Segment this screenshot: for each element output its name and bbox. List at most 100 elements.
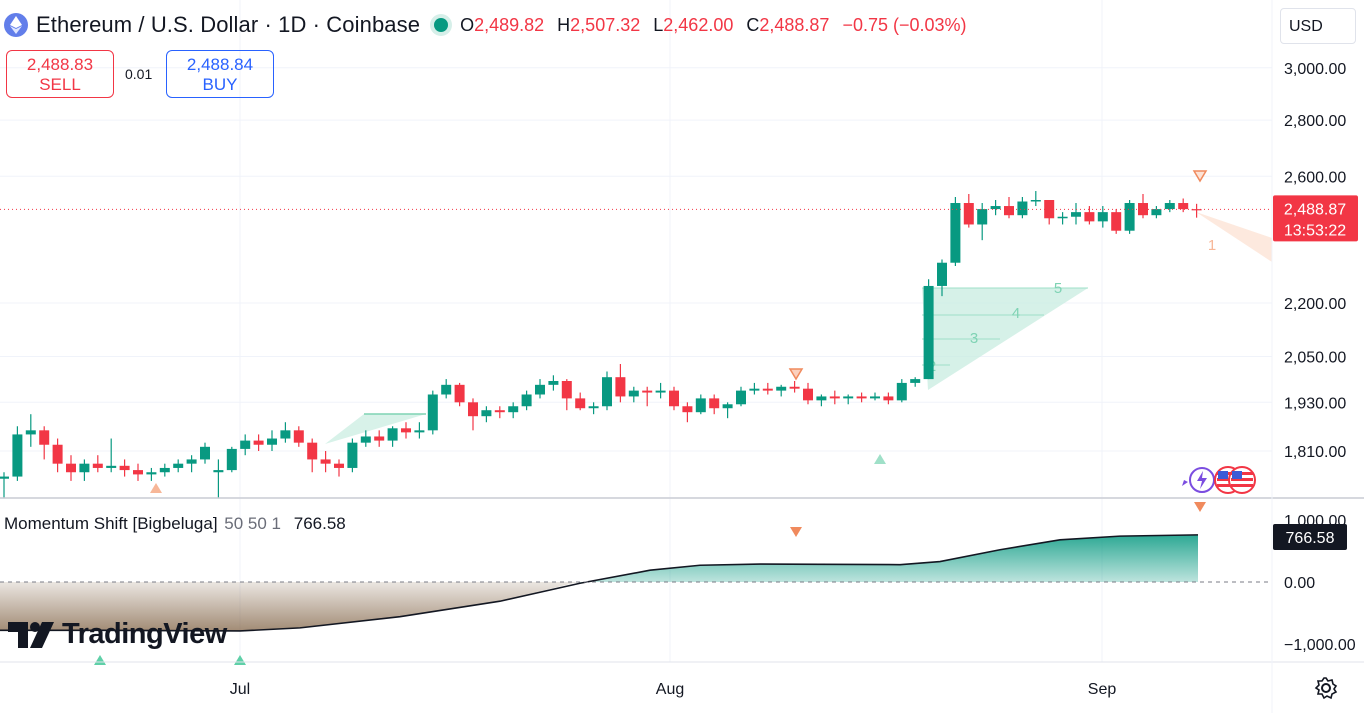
us-flag-icon <box>1228 466 1256 494</box>
bearish-marker-icon <box>1194 502 1206 512</box>
candle-body <box>39 430 50 445</box>
price-tick-label: 2,600.00 <box>1284 169 1346 186</box>
high-key: H <box>557 14 571 35</box>
candle-body <box>1124 203 1135 231</box>
candle <box>695 394 706 415</box>
candle <box>816 394 827 407</box>
candle <box>39 426 50 460</box>
candle <box>655 382 666 399</box>
candle <box>628 386 639 403</box>
grid <box>0 0 1272 662</box>
candle-body <box>803 388 813 401</box>
indicator-value-badge <box>1273 524 1347 550</box>
candle-body <box>1164 203 1175 210</box>
candle <box>52 438 63 473</box>
candle <box>226 446 237 473</box>
spread-value: 0.01 <box>125 66 153 82</box>
candle <box>25 414 36 447</box>
ethereum-icon <box>4 13 28 37</box>
indicator-value-label: 766.58 <box>1286 530 1335 547</box>
settings-gear-icon[interactable] <box>1314 676 1338 700</box>
candle-body <box>937 262 947 286</box>
bullish-marker-icon <box>234 655 246 665</box>
candle-body <box>267 438 277 445</box>
candle <box>200 442 210 464</box>
symbol-title: Ethereum / U.S. Dollar · 1D · Coinbase <box>36 12 421 37</box>
candle-body <box>387 428 398 441</box>
candle <box>1030 191 1041 207</box>
candle-body <box>159 467 170 473</box>
candle-body <box>92 463 103 468</box>
price-tick-label: 1,930.00 <box>1284 395 1346 412</box>
candle <box>615 363 626 403</box>
candle-body <box>682 406 693 413</box>
candle <box>1178 198 1189 213</box>
candle-body <box>1111 212 1122 231</box>
candle-body <box>1084 212 1095 222</box>
candle <box>963 194 974 228</box>
sell-button[interactable]: 2,488.83 SELL <box>6 50 114 98</box>
change-value: −0.75 (−0.03%) <box>842 14 967 35</box>
candle-body <box>173 463 184 468</box>
candle <box>856 392 867 403</box>
candle <box>66 455 76 481</box>
candle-body <box>1151 209 1162 216</box>
candle <box>561 379 572 411</box>
candle <box>803 382 813 405</box>
candle-body <box>52 444 63 464</box>
candle-body <box>910 379 921 383</box>
price-tick-label: 2,800.00 <box>1284 113 1346 130</box>
candle <box>588 402 599 415</box>
candle-body <box>669 390 679 407</box>
candle-body <box>535 384 545 395</box>
candle-body <box>1097 212 1108 222</box>
bearish-marker-icon <box>1192 170 1208 183</box>
candle <box>441 379 452 399</box>
candle-body <box>186 459 197 464</box>
momentum-line <box>0 534 1199 632</box>
candle <box>240 434 251 456</box>
candle-body <box>307 442 318 460</box>
candle <box>843 394 854 405</box>
pattern-triangle <box>325 414 426 444</box>
candle-body <box>414 430 425 433</box>
candle <box>92 455 103 473</box>
candle <box>106 438 117 473</box>
tradingview-logo-icon <box>8 621 54 648</box>
candle <box>736 386 746 407</box>
buy-price: 2,488.84 <box>186 55 254 74</box>
buy-button[interactable]: 2,488.84 BUY <box>166 50 274 98</box>
candle-body <box>615 377 626 397</box>
candle-body <box>240 440 251 449</box>
indicator-legend[interactable]: Momentum Shift [Bigbeluga] 50 50 1 766.5… <box>4 514 346 534</box>
candle-body <box>521 394 532 407</box>
candle-body <box>508 406 519 413</box>
candle <box>1017 196 1028 219</box>
candle <box>468 398 478 431</box>
candle <box>307 438 318 473</box>
candle <box>293 426 304 447</box>
candle <box>789 380 800 393</box>
open-value: 2,489.82 <box>474 14 545 35</box>
candle-body <box>695 398 706 413</box>
time-tick-label: Aug <box>656 681 684 698</box>
candle <box>146 467 157 481</box>
candle-body <box>1057 216 1068 219</box>
candle <box>977 203 988 241</box>
sell-price: 2,488.83 <box>26 55 94 74</box>
currency-selector[interactable]: USD <box>1280 8 1356 44</box>
candle-body <box>950 203 961 263</box>
ohlc-values: O2,489.82 H2,507.32 L2,462.00 C2,488.87 … <box>460 15 975 36</box>
candle <box>12 426 23 481</box>
bullish-marker-icon <box>150 483 162 493</box>
tradingview-logo[interactable]: TradingView <box>8 618 227 651</box>
candle <box>454 382 465 407</box>
indicator-tick-label: −1,000.00 <box>1284 637 1356 654</box>
candle-body <box>226 448 237 471</box>
symbol-header[interactable]: Ethereum / U.S. Dollar · 1D · Coinbase O… <box>4 8 975 42</box>
indicator-name: Momentum Shift [Bigbeluga] <box>4 514 218 533</box>
candle <box>709 394 720 415</box>
event-badges[interactable] <box>1176 462 1260 503</box>
pattern-triangle <box>922 288 1088 390</box>
